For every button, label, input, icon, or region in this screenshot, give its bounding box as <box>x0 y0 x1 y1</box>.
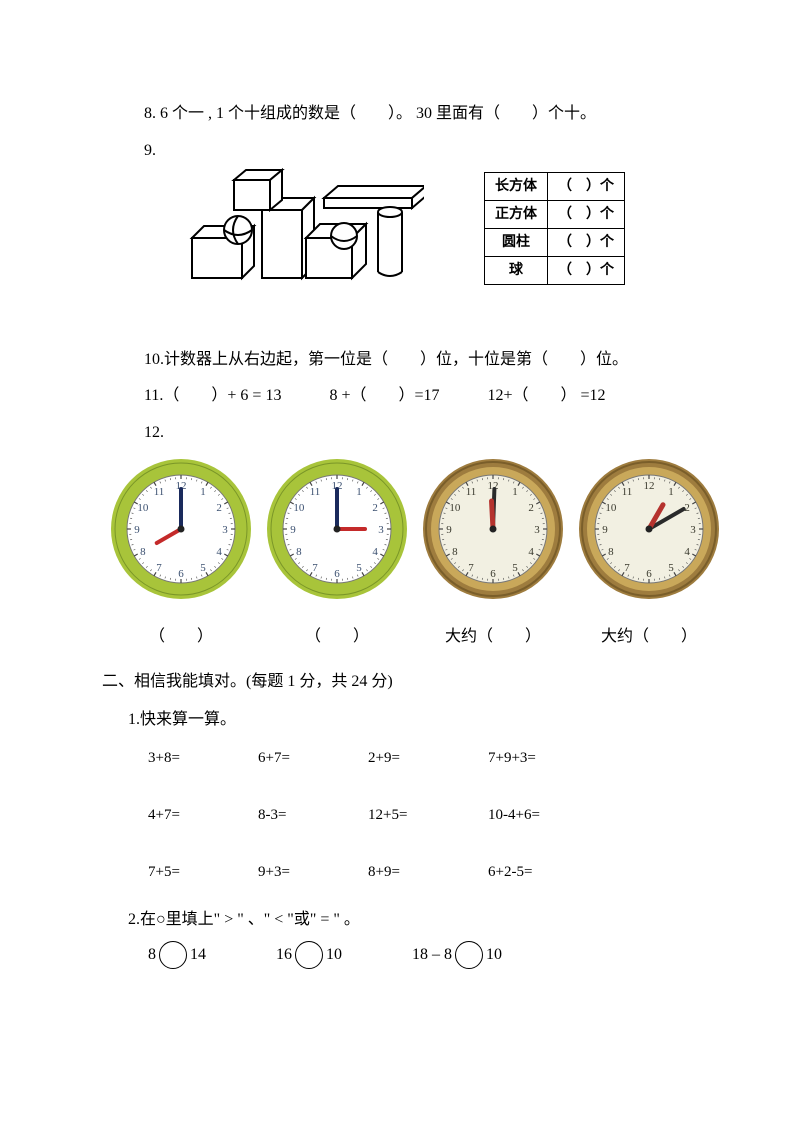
calc-cell: 6+2-5= <box>488 859 638 886</box>
clock-icon: 121234567891011 <box>574 454 724 604</box>
svg-text:10: 10 <box>605 502 617 514</box>
q8-text: 8. 6 个一 , 1 个十组成的数是（ ）。 30 里面有（ ）个十。 <box>144 105 596 122</box>
question-8: 8. 6 个一 , 1 个十组成的数是（ ）。 30 里面有（ ）个十。 <box>144 100 683 129</box>
svg-text:11: 11 <box>622 486 633 498</box>
calc-cell: 8+9= <box>368 859 488 886</box>
question-10: 10.计数器上从右边起，第一位是（ ）位，十位是第（ ）位。 <box>144 346 683 375</box>
svg-text:9: 9 <box>290 524 296 536</box>
svg-text:7: 7 <box>156 562 162 574</box>
svg-text:4: 4 <box>372 546 378 558</box>
clock-label: （ ） <box>262 623 412 652</box>
svg-text:3: 3 <box>378 524 384 536</box>
table-row: 长方体（ ）个 <box>485 172 625 200</box>
svg-text:9: 9 <box>446 524 452 536</box>
clock-label: 大约（ ） <box>418 623 568 652</box>
section-2: 二、相信我能填对。(每题 1 分，共 24 分) 1.快来算一算。 3+8=6+… <box>102 668 683 970</box>
q10-text: 10.计数器上从右边起，第一位是（ ）位，十位是第（ ）位。 <box>144 351 628 368</box>
svg-text:7: 7 <box>624 562 630 574</box>
question-11: 11.（ ）+ 6 = 13 8 +（ ）=17 12+（ ） =12 <box>144 382 683 411</box>
table-row: 正方体（ ）个 <box>485 200 625 228</box>
svg-text:6: 6 <box>646 568 652 580</box>
svg-text:10: 10 <box>293 502 305 514</box>
question-12: 12. <box>144 419 683 448</box>
compare-item: 18 – 810 <box>412 941 502 970</box>
clock-item: 121234567891011 （ ） <box>262 454 412 652</box>
shapes-diagram <box>174 166 424 306</box>
svg-text:1: 1 <box>200 486 206 498</box>
svg-text:11: 11 <box>154 486 165 498</box>
svg-text:8: 8 <box>296 546 302 558</box>
clock-icon: 121234567891011 <box>262 454 412 604</box>
svg-text:4: 4 <box>216 546 222 558</box>
svg-text:2: 2 <box>372 502 378 514</box>
calc-grid: 3+8=6+7=2+9=7+9+3= 4+7=8-3=12+5=10-4+6= 7+… <box>148 745 683 886</box>
q11-text: 11.（ ）+ 6 = 13 8 +（ ）=17 12+（ ） =12 <box>144 387 606 404</box>
clock-item: 121234567891011 （ ） <box>106 454 256 652</box>
svg-text:6: 6 <box>334 568 340 580</box>
svg-text:1: 1 <box>512 486 518 498</box>
svg-text:5: 5 <box>200 562 206 574</box>
circle-blank <box>455 941 483 969</box>
circle-blank <box>295 941 323 969</box>
calc-cell: 10-4+6= <box>488 802 638 829</box>
svg-text:3: 3 <box>534 524 540 536</box>
svg-text:5: 5 <box>668 562 674 574</box>
svg-text:7: 7 <box>312 562 318 574</box>
page: 8. 6 个一 , 1 个十组成的数是（ ）。 30 里面有（ ）个十。 9. <box>0 0 793 1030</box>
circle-blank <box>159 941 187 969</box>
sub1-title: 1.快来算一算。 <box>128 706 683 735</box>
svg-text:3: 3 <box>222 524 228 536</box>
svg-text:11: 11 <box>310 486 321 498</box>
svg-text:2: 2 <box>528 502 534 514</box>
shape-table: 长方体（ ）个 正方体（ ）个 圆柱（ ）个 球（ ）个 <box>484 172 625 286</box>
clock-label: 大约（ ） <box>574 623 724 652</box>
svg-text:9: 9 <box>602 524 608 536</box>
question-9: 9. <box>144 137 683 306</box>
section2-title: 二、相信我能填对。(每题 1 分，共 24 分) <box>102 668 683 697</box>
svg-text:8: 8 <box>140 546 146 558</box>
calc-cell: 7+5= <box>148 859 258 886</box>
svg-text:1: 1 <box>356 486 362 498</box>
svg-text:5: 5 <box>512 562 518 574</box>
svg-text:7: 7 <box>468 562 474 574</box>
compare-row: 814 1610 18 – 810 <box>148 941 683 970</box>
calc-cell: 6+7= <box>258 745 368 772</box>
calc-cell: 4+7= <box>148 802 258 829</box>
q9-label: 9. <box>144 142 156 159</box>
clock-icon: 121234567891011 <box>106 454 256 604</box>
svg-text:1: 1 <box>668 486 674 498</box>
table-row: 球（ ）个 <box>485 257 625 285</box>
sub2-title: 2.在○里填上" > " 、" < "或" = " 。 <box>128 906 683 935</box>
svg-text:4: 4 <box>528 546 534 558</box>
calc-cell: 8-3= <box>258 802 368 829</box>
compare-item: 1610 <box>276 941 342 970</box>
calc-cell: 3+8= <box>148 745 258 772</box>
clocks-row: 121234567891011 （ ） 121234567891011 （ ） <box>106 454 683 652</box>
table-row: 圆柱（ ）个 <box>485 228 625 256</box>
q12-label: 12. <box>144 424 164 441</box>
svg-text:8: 8 <box>608 546 614 558</box>
svg-text:5: 5 <box>356 562 362 574</box>
svg-text:12: 12 <box>644 480 655 492</box>
calc-cell: 2+9= <box>368 745 488 772</box>
svg-text:10: 10 <box>137 502 149 514</box>
svg-text:8: 8 <box>452 546 458 558</box>
svg-text:9: 9 <box>134 524 140 536</box>
compare-item: 814 <box>148 941 206 970</box>
clock-label: （ ） <box>106 623 256 652</box>
svg-text:2: 2 <box>216 502 222 514</box>
svg-text:11: 11 <box>466 486 477 498</box>
svg-text:4: 4 <box>684 546 690 558</box>
svg-text:6: 6 <box>178 568 184 580</box>
clock-item: 121234567891011 大约（ ） <box>574 454 724 652</box>
calc-cell: 12+5= <box>368 802 488 829</box>
clock-icon: 121234567891011 <box>418 454 568 604</box>
svg-text:3: 3 <box>690 524 696 536</box>
calc-cell: 7+9+3= <box>488 745 638 772</box>
svg-text:6: 6 <box>490 568 496 580</box>
svg-text:10: 10 <box>449 502 461 514</box>
clock-item: 121234567891011 大约（ ） <box>418 454 568 652</box>
calc-cell: 9+3= <box>258 859 368 886</box>
